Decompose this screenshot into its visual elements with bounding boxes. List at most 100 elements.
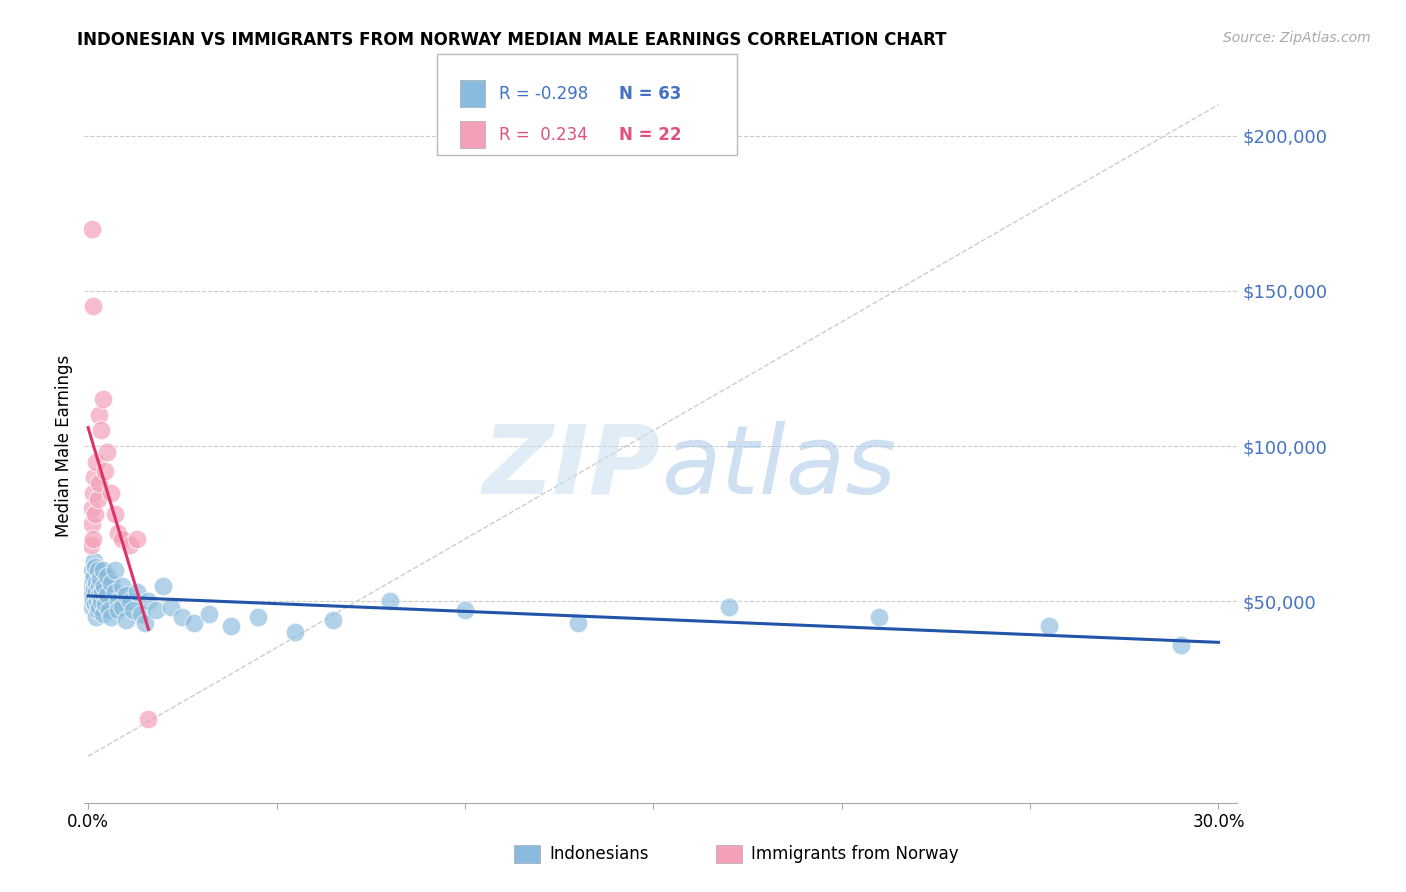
Point [114, 613, 136, 627]
Point [84, 575, 107, 590]
Point [100, 609, 122, 624]
Point [80, 501, 103, 516]
Point [80, 588, 103, 602]
Text: INDONESIAN VS IMMIGRANTS FROM NORWAY MEDIAN MALE EARNINGS CORRELATION CHART: INDONESIAN VS IMMIGRANTS FROM NORWAY MED… [77, 31, 946, 49]
Point [127, 584, 149, 599]
Point [103, 584, 125, 599]
Point [89, 573, 111, 587]
Point [160, 600, 183, 615]
Point [82, 600, 104, 615]
Point [152, 579, 174, 593]
Text: atlas: atlas [661, 421, 896, 514]
Point [107, 603, 129, 617]
Point [172, 609, 194, 624]
Point [96, 445, 118, 459]
Point [183, 615, 205, 630]
Point [83, 470, 105, 484]
Point [94, 464, 117, 478]
Point [82, 485, 104, 500]
Point [84, 609, 107, 624]
Point [717, 600, 740, 615]
Point [868, 609, 890, 624]
Point [107, 594, 129, 608]
Point [93, 579, 115, 593]
Point [1170, 638, 1192, 652]
Text: Immigrants from Norway: Immigrants from Norway [751, 846, 959, 863]
Point [83, 569, 105, 583]
Text: Source: ZipAtlas.com: Source: ZipAtlas.com [1223, 31, 1371, 45]
Point [83, 597, 105, 611]
Point [122, 603, 145, 617]
Point [90, 594, 112, 608]
Point [284, 625, 307, 640]
Point [145, 603, 167, 617]
Text: N = 63: N = 63 [619, 85, 681, 103]
Point [83, 582, 105, 596]
Point [378, 594, 401, 608]
Point [86, 594, 108, 608]
Point [82, 299, 104, 313]
Point [82, 532, 104, 546]
Point [197, 607, 219, 621]
Point [97, 603, 120, 617]
Point [96, 569, 118, 583]
Point [454, 603, 477, 617]
Point [86, 584, 108, 599]
Point [84, 560, 107, 574]
Point [100, 485, 122, 500]
Point [89, 600, 111, 615]
FancyBboxPatch shape [716, 845, 741, 863]
Point [80, 222, 103, 236]
Point [86, 491, 108, 506]
Point [94, 597, 117, 611]
Text: R = -0.298: R = -0.298 [499, 85, 588, 103]
Point [1038, 619, 1060, 633]
Point [103, 508, 125, 522]
Text: Indonesians: Indonesians [548, 846, 648, 863]
Point [89, 579, 111, 593]
Point [90, 424, 112, 438]
Point [82, 573, 104, 587]
Point [86, 563, 108, 577]
Point [83, 554, 105, 568]
Point [221, 619, 243, 633]
Text: ZIP: ZIP [482, 421, 661, 514]
Point [82, 594, 104, 608]
Point [246, 609, 269, 624]
Point [127, 532, 149, 546]
Point [111, 579, 134, 593]
Point [80, 538, 103, 552]
Point [107, 525, 129, 540]
Text: R =  0.234: R = 0.234 [499, 126, 588, 144]
Point [91, 392, 114, 407]
Point [80, 516, 103, 531]
Point [84, 454, 107, 468]
Point [138, 712, 160, 726]
Point [134, 615, 156, 630]
Point [322, 613, 344, 627]
Point [118, 594, 141, 608]
Point [111, 600, 134, 615]
Y-axis label: Median Male Earnings: Median Male Earnings [55, 355, 73, 537]
Point [114, 588, 136, 602]
Text: N = 22: N = 22 [619, 126, 681, 144]
Point [129, 607, 152, 621]
Point [138, 594, 160, 608]
Point [84, 508, 107, 522]
Point [567, 615, 589, 630]
Point [111, 532, 134, 546]
Point [91, 607, 114, 621]
Point [96, 588, 118, 602]
Point [89, 408, 111, 422]
Point [91, 563, 114, 577]
Point [87, 603, 110, 617]
Point [89, 588, 111, 602]
Point [100, 575, 122, 590]
Point [90, 584, 112, 599]
Point [80, 563, 103, 577]
Point [80, 579, 103, 593]
FancyBboxPatch shape [515, 845, 540, 863]
Point [89, 476, 111, 491]
Point [118, 538, 141, 552]
Point [103, 563, 125, 577]
